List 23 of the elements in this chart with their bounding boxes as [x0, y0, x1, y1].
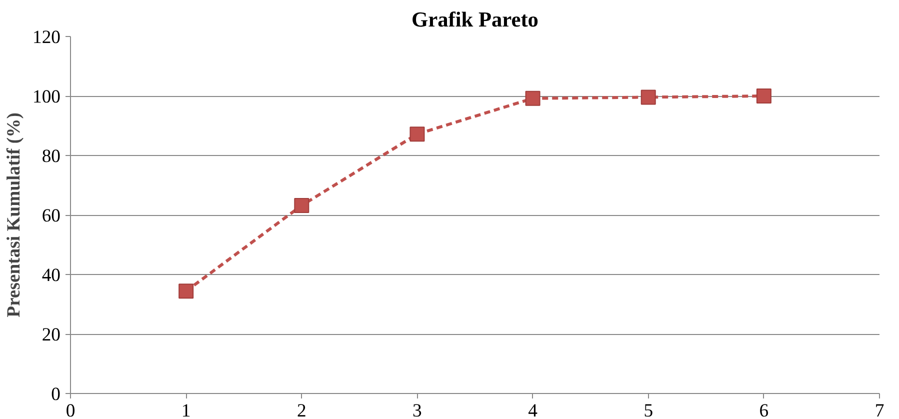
point	[178, 284, 194, 299]
point	[756, 88, 772, 104]
y-tick-label: 80	[42, 146, 60, 167]
y-tick-label: 20	[42, 324, 60, 346]
x-tick-label: 3	[412, 400, 422, 419]
x-tick-label: 7	[874, 400, 884, 419]
y-tick-label: 120	[32, 27, 60, 48]
x-tick-label: 1	[181, 400, 191, 419]
x-tick-label: 5	[644, 400, 654, 419]
y-tick-label: 100	[32, 86, 60, 108]
point	[410, 126, 425, 142]
chart-title: Grafik Pareto	[412, 8, 538, 32]
point	[525, 90, 540, 106]
point	[294, 198, 310, 213]
y-axis-title: Presentasi Kumulatif (%)	[4, 112, 25, 318]
point	[640, 90, 656, 105]
x-tick-label: 4	[528, 400, 538, 419]
x-tick-label: 6	[759, 400, 769, 419]
x-tick-label: 0	[66, 400, 76, 419]
y-tick-label: 0	[51, 384, 60, 405]
y-tick-label: 60	[42, 206, 60, 226]
y-tick-label: 40	[42, 265, 60, 286]
x-tick-label: 2	[296, 400, 306, 419]
